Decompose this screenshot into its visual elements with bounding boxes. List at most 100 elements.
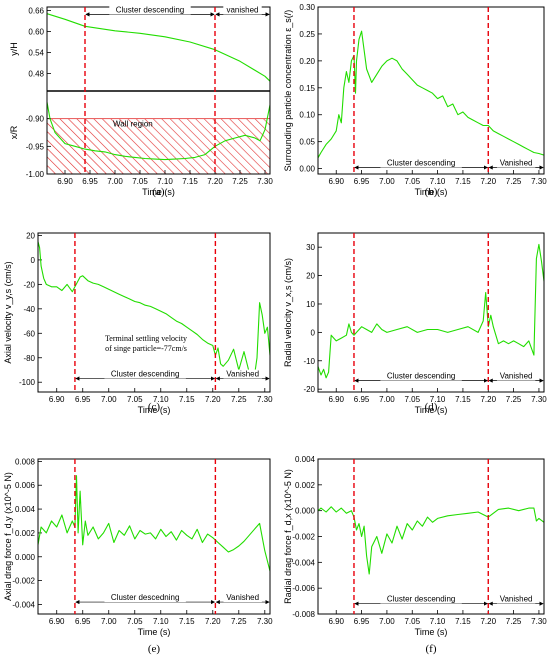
x-tick-label: 6.90 <box>49 395 65 404</box>
y-tick-label: 0.66 <box>28 7 44 16</box>
x-tick-label: 7.30 <box>531 617 547 626</box>
x-tick-label: 7.00 <box>107 177 123 186</box>
x-tick-label: 7.30 <box>257 617 273 626</box>
x-tick-label: 7.15 <box>455 177 471 186</box>
x-tick-label: 7.10 <box>153 395 169 404</box>
data-series-line <box>46 102 271 161</box>
x-tick-label: 7.10 <box>430 395 446 404</box>
data-series-line <box>37 241 271 377</box>
x-tick-label: 7.00 <box>379 395 395 404</box>
y-tick-label: 20 <box>306 272 315 281</box>
x-tick-label: 7.20 <box>480 395 496 404</box>
x-tick-label: 6.90 <box>328 177 344 186</box>
phase-label: vanished <box>226 5 258 14</box>
y-tick-label: 0.004 <box>295 455 316 464</box>
y-tick-label: -20 <box>303 385 315 394</box>
x-tick-label: 7.15 <box>455 395 471 404</box>
y-axis-label: y/H <box>9 42 19 56</box>
x-tick-label: 6.95 <box>354 395 370 404</box>
x-tick-label: 7.00 <box>379 617 395 626</box>
x-axis-label: Time (s) <box>138 627 171 637</box>
chart-panel-e: -0.004 -0.002 0.000 0.002 0.004 0.006 0.008Axi… <box>3 457 273 655</box>
y-tick-label: 0.05 <box>299 138 315 147</box>
y-tick-label: -60 <box>23 329 35 338</box>
plot-area-e: -0.004 -0.002 0.000 0.002 0.004 0.006 0.008Axi… <box>3 457 271 609</box>
phase-label-background <box>496 594 536 604</box>
y-axis-label: Axial velocity v_y,s (cm/s) <box>3 261 13 363</box>
x-tick-label: 6.95 <box>75 617 91 626</box>
x-tick-label: 7.05 <box>404 395 420 404</box>
phase-label: Vanished <box>226 593 259 602</box>
y-tick-label: -0.004 <box>12 600 35 609</box>
plot-frame <box>317 458 545 615</box>
y-tick-label: 10 <box>306 300 315 309</box>
x-tick-label: 7.30 <box>531 395 547 404</box>
x-axis-label: Time (s) <box>415 187 448 197</box>
panel-caption: (d) <box>425 401 438 413</box>
x-tick-label: 7.05 <box>404 177 420 186</box>
x-tick-label: 7.05 <box>127 395 143 404</box>
y-tick-label: 0.20 <box>299 57 315 66</box>
y-tick-label: -0.002 <box>292 533 315 542</box>
y-tick-label: 0.48 <box>28 70 44 79</box>
phase-label-background <box>223 5 262 15</box>
x-tick-label: 7.10 <box>153 617 169 626</box>
x-tick-label: 7.25 <box>232 177 248 186</box>
y-tick-label: 30 <box>306 243 315 252</box>
y-tick-label: 0.002 <box>15 529 36 538</box>
y-tick-label: -80 <box>23 354 35 363</box>
y-tick-label: 0.60 <box>28 28 44 37</box>
y-tick-label: 0.000 <box>295 507 316 516</box>
panel-caption: (c) <box>148 401 161 413</box>
y-tick-label: 0.15 <box>299 84 315 93</box>
x-tick-label: 6.95 <box>354 617 370 626</box>
phase-label: Cluster descending <box>387 159 455 168</box>
x-tick-label: 7.20 <box>480 177 496 186</box>
phase-label-background <box>496 158 536 168</box>
terminal-velocity-note: Terminal settling velocity <box>105 334 187 343</box>
y-tick-label: 20 <box>26 231 35 240</box>
x-tick-label: 7.15 <box>455 617 471 626</box>
x-tick-label: 7.05 <box>127 617 143 626</box>
y-tick-label: -20 <box>23 280 35 289</box>
y-tick-label: -40 <box>23 305 35 314</box>
x-tick-label: 6.90 <box>328 395 344 404</box>
data-series-line <box>317 30 545 159</box>
plot-frame <box>317 6 545 175</box>
phase-label-background <box>104 369 186 379</box>
plot-area-d: -20 -10 0 10 20 30 Radial velocity v_x,s (cm/s… <box>283 243 545 394</box>
phase-label: Cluster descending <box>387 595 455 604</box>
terminal-velocity-note: of singe particle=-77cm/s <box>105 344 187 353</box>
x-tick-label: 7.20 <box>480 617 496 626</box>
x-tick-label: 7.25 <box>506 395 522 404</box>
x-tick-label: 7.00 <box>379 177 395 186</box>
x-tick-label: 7.00 <box>101 395 117 404</box>
x-tick-label: 7.00 <box>101 617 117 626</box>
chart-panel-b: 0.00 0.05 0.10 0.15 0.20 0.25 0.30 Surrounding … <box>283 3 547 198</box>
plot-area-b: 0.00 0.05 0.10 0.15 0.20 0.25 0.30 Surrounding … <box>283 3 545 174</box>
phase-label: Cluster descedning <box>111 593 179 602</box>
x-tick-label: 7.30 <box>531 177 547 186</box>
y-tick-label: -100 <box>19 378 36 387</box>
y-axis-label: Radial velocity v_x,s (cm/s) <box>283 258 293 367</box>
plot-area-c: -100 -80 -60 -40 -20 0 20 Axial velocity v_y,s … <box>3 231 271 387</box>
x-tick-label: 7.20 <box>205 395 221 404</box>
x-tick-label: 7.10 <box>157 177 173 186</box>
y-tick-label: 0.10 <box>299 111 315 120</box>
x-tick-label: 7.10 <box>430 177 446 186</box>
phase-label-background <box>380 594 462 604</box>
x-tick-label: 7.05 <box>132 177 148 186</box>
y-tick-label: 0.006 <box>15 481 36 490</box>
phase-label: Cluster descending <box>387 372 455 381</box>
x-axis-label: Time (s) <box>142 187 175 197</box>
x-axis-label: Time (s) <box>138 405 171 415</box>
plot-frame <box>317 232 545 393</box>
wall-region <box>46 118 271 175</box>
wall-region-label: Wall region <box>113 120 153 129</box>
x-axis-label: Time (s) <box>415 405 448 415</box>
phase-label-background <box>380 371 462 381</box>
data-series-line <box>317 243 545 379</box>
x-tick-label: 7.20 <box>207 177 223 186</box>
panel-caption: (f) <box>426 643 437 655</box>
